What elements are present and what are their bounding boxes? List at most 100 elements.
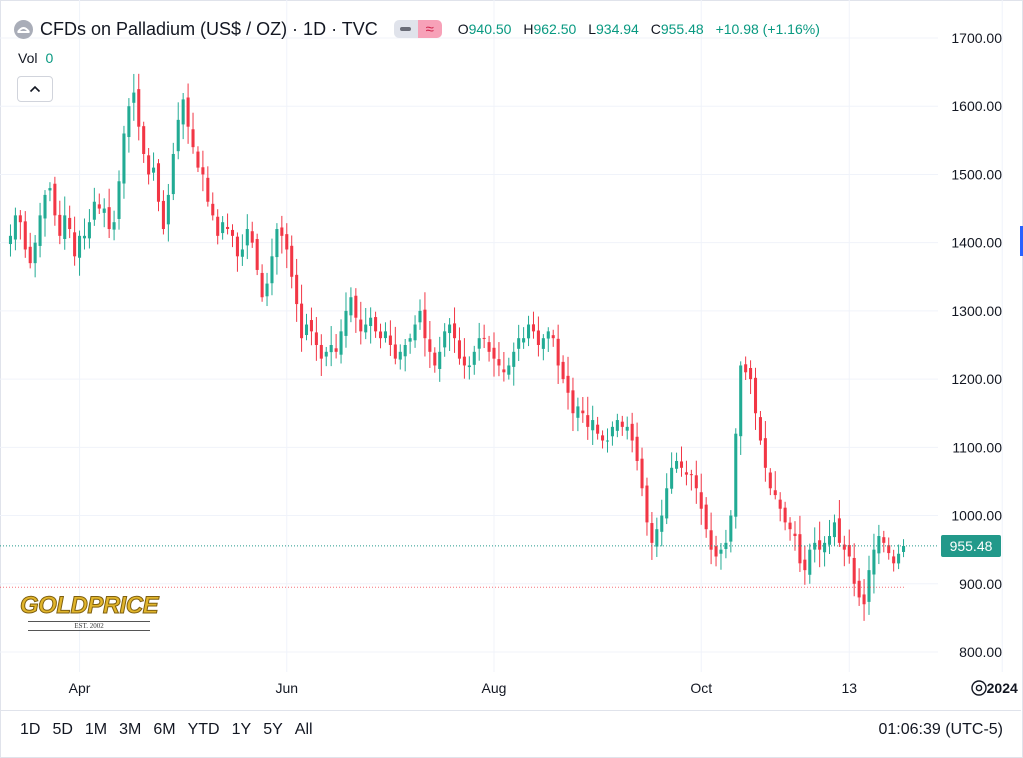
candle-body — [527, 324, 531, 339]
candle-body — [255, 239, 259, 270]
candle-body — [556, 338, 560, 366]
candle-body — [300, 303, 304, 339]
y-tick-label: 1600.00 — [951, 98, 1002, 114]
range-button-1d[interactable]: 1D — [20, 721, 41, 738]
candle-body — [778, 499, 782, 509]
candle-body — [665, 488, 669, 519]
range-button-5y[interactable]: 5Y — [263, 721, 283, 738]
candle-body — [773, 490, 777, 496]
y-tick-label: 1100.00 — [952, 439, 1002, 455]
range-button-3m[interactable]: 3M — [119, 721, 142, 738]
goldprice-logo: GOLDPRICE EST. 2002 — [19, 592, 159, 631]
candle-body — [630, 423, 634, 441]
volume-legend: Vol 0 — [18, 50, 53, 66]
candle-body — [482, 337, 486, 339]
candle-body — [240, 249, 244, 257]
candle-body — [33, 242, 37, 264]
ohlc-readout: O940.50 H962.50 L934.94 C955.48 +10.98 (… — [458, 21, 820, 37]
candle-body — [472, 351, 476, 365]
chart-type-toggle[interactable]: ≈ — [393, 20, 442, 38]
candle-body — [250, 231, 254, 243]
candle-body — [156, 163, 161, 202]
candle-body — [902, 545, 906, 552]
candle-body — [541, 338, 545, 349]
symbol-title[interactable]: CFDs on Palladium (US$ / OZ) · 1D · TVC — [40, 18, 378, 39]
collapse-legend-button[interactable] — [17, 76, 53, 102]
range-button-1y[interactable]: 1Y — [231, 721, 252, 738]
open-label: O — [457, 21, 469, 37]
candle-body — [724, 542, 728, 549]
candle-body — [675, 460, 679, 469]
range-toolbar: 1D 5D 1M 3M 6M YTD 1Y 5Y All 01:06:39 (UTC-5) — [0, 710, 1021, 747]
candle-body — [857, 580, 861, 598]
high-label: H — [523, 21, 534, 37]
candle-body — [867, 570, 871, 602]
candle-body — [171, 153, 175, 195]
candle-body — [768, 472, 772, 489]
candle-body — [744, 364, 748, 373]
candle-body — [719, 549, 723, 554]
candle-body — [275, 229, 279, 258]
candle-body — [398, 351, 402, 360]
candle-body — [832, 522, 836, 538]
candle-body — [492, 347, 496, 359]
candle-body — [882, 537, 886, 543]
candle-body — [684, 472, 688, 475]
candle-body — [803, 559, 807, 571]
candle-body — [729, 515, 733, 542]
candle-body — [201, 167, 205, 175]
candle-body — [576, 406, 580, 418]
candle-body — [852, 557, 856, 584]
candle-body — [679, 461, 684, 468]
candlestick-chart[interactable]: 1700.00 1600.00 1500.00 1400.00 1300.00 1200.… — [0, 0, 1023, 710]
range-button-ytd[interactable]: YTD — [187, 721, 220, 738]
candle-body — [329, 345, 333, 353]
candle-body — [813, 542, 817, 550]
candle-body — [359, 319, 363, 332]
candle-body — [793, 533, 797, 537]
x-tick-label: 2024 — [987, 680, 1018, 696]
y-tick-label: 1200.00 — [951, 371, 1002, 387]
candle-body — [364, 324, 368, 333]
candle-body — [788, 522, 792, 530]
candle-body — [823, 542, 827, 553]
candle-body — [23, 221, 27, 250]
candle-body — [536, 330, 540, 345]
candle-body — [265, 283, 269, 297]
low-label: L — [588, 21, 596, 37]
candle-body — [354, 295, 358, 318]
minus-icon[interactable] — [393, 20, 418, 38]
x-tick-label: 13 — [841, 680, 857, 696]
candle-body — [18, 215, 22, 223]
scroll-edge-marker[interactable] — [1020, 226, 1023, 256]
candle-body — [107, 207, 111, 230]
candle-body — [423, 309, 427, 339]
symbol-logo-icon[interactable] — [14, 19, 33, 39]
y-tick-label: 1500.00 — [951, 166, 1002, 182]
candle-body — [635, 436, 639, 461]
settings-gear-icon[interactable] — [971, 680, 987, 696]
candle-body — [339, 331, 343, 355]
volume-label: Vol — [18, 50, 38, 66]
candle-body — [290, 245, 294, 277]
wave-icon[interactable]: ≈ — [417, 20, 442, 38]
goldprice-est: EST. 2002 — [28, 621, 151, 631]
candle-body — [546, 331, 550, 339]
candle-body — [818, 540, 822, 550]
low-value: 934.94 — [596, 21, 639, 37]
candle-body — [147, 155, 151, 175]
range-button-5d[interactable]: 5D — [52, 721, 73, 738]
range-button-all[interactable]: All — [294, 721, 313, 738]
candle-body — [522, 338, 526, 343]
session-clock[interactable]: 01:06:39 (UTC-5) — [878, 721, 1004, 738]
candle-body — [462, 356, 466, 366]
candle-body — [502, 369, 506, 373]
candle-body — [152, 167, 156, 173]
candle-body — [221, 222, 225, 234]
candle-body — [897, 553, 901, 564]
candle-body — [403, 345, 407, 357]
y-tick-label: 1000.00 — [951, 508, 1002, 524]
range-button-6m[interactable]: 6M — [153, 721, 176, 738]
range-button-1m[interactable]: 1M — [84, 721, 108, 738]
candle-body — [122, 133, 126, 184]
